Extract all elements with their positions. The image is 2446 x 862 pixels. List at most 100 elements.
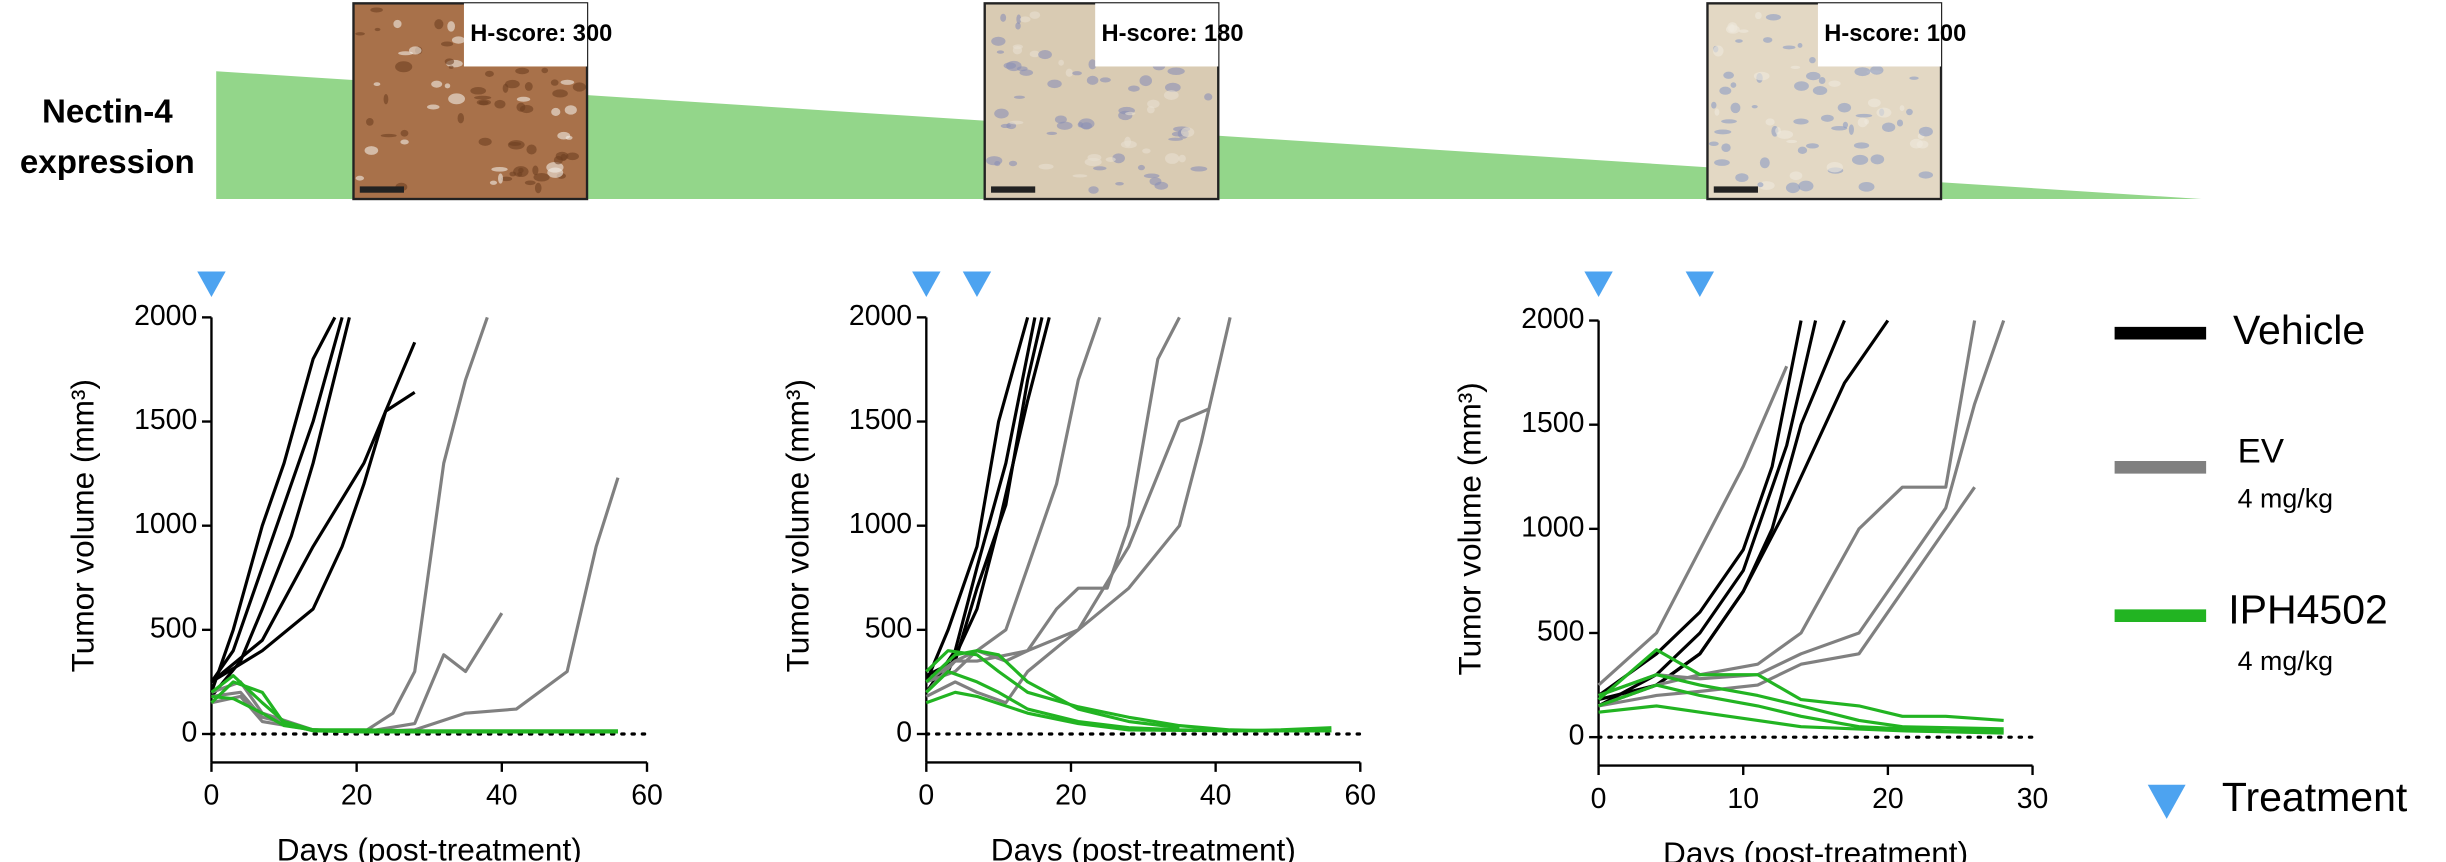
tumor-curve (926, 651, 1331, 731)
texture (1809, 57, 1816, 63)
texture (525, 82, 533, 91)
texture (445, 58, 454, 65)
x-tick-label: 20 (1055, 780, 1087, 812)
header-label: Nectin-4 (42, 94, 173, 131)
texture (1731, 103, 1741, 114)
tumor-curve (1599, 321, 1888, 700)
y-tick-label: 1500 (134, 404, 197, 436)
x-tick-label: 20 (341, 780, 373, 812)
scale-bar (991, 186, 1035, 192)
texture (365, 146, 379, 155)
texture (1140, 75, 1152, 86)
x-tick-label: 60 (1344, 780, 1376, 812)
tumor-curve (211, 696, 618, 730)
texture (1038, 50, 1052, 59)
header-label: expression (20, 144, 195, 181)
texture (1858, 117, 1868, 127)
texture (1723, 72, 1734, 79)
y-tick-label: 1000 (134, 508, 197, 540)
texture (1100, 77, 1111, 82)
texture (1754, 72, 1770, 81)
texture (1714, 159, 1730, 166)
y-tick-label: 500 (865, 612, 912, 644)
texture (1813, 86, 1827, 95)
texture (1791, 66, 1801, 69)
texture (1719, 87, 1731, 95)
texture (1128, 85, 1140, 91)
texture (525, 180, 536, 185)
texture (1790, 171, 1803, 180)
legend-note: 4 mg/kg (2238, 484, 2333, 514)
texture (1821, 115, 1834, 122)
scale-bar (360, 186, 404, 192)
y-tick-label: 0 (896, 716, 912, 748)
y-tick-label: 1500 (1521, 407, 1584, 439)
x-axis-label: Days (post-treatment) (991, 832, 1296, 862)
texture (1073, 174, 1088, 177)
texture (449, 66, 454, 69)
texture (479, 138, 492, 146)
texture (1798, 181, 1813, 192)
texture (1739, 29, 1749, 33)
texture (1760, 157, 1770, 168)
legend-label: IPH4502 (2228, 586, 2388, 632)
texture (1106, 157, 1116, 162)
y-axis-label: Tumor volume (mm³) (65, 379, 101, 672)
texture (1142, 148, 1150, 153)
texture (1793, 119, 1808, 125)
texture (1057, 122, 1073, 130)
tumor-curve (211, 392, 414, 682)
texture (554, 156, 563, 165)
texture (1014, 96, 1025, 99)
tumor-curve (1599, 487, 1975, 706)
texture (991, 37, 1005, 46)
texture (401, 130, 409, 137)
scale-bar (1714, 186, 1758, 192)
texture (452, 36, 465, 43)
treatment-marker (963, 271, 991, 297)
x-tick-label: 0 (918, 780, 934, 812)
texture (431, 81, 442, 88)
texture (448, 93, 465, 104)
texture (573, 82, 586, 91)
texture (458, 113, 464, 123)
texture (441, 41, 453, 46)
texture (1755, 12, 1762, 19)
texture (1868, 99, 1881, 108)
y-tick-label: 2000 (849, 300, 912, 332)
texture (1181, 127, 1194, 137)
tumor-curve (211, 317, 349, 696)
h-score: H-score: 100 (1824, 21, 1966, 47)
texture (1882, 122, 1895, 132)
texture (374, 82, 381, 86)
texture (1735, 39, 1743, 43)
texture (381, 134, 397, 137)
texture (1871, 154, 1885, 164)
texture (997, 50, 1004, 53)
tumor-curve (926, 317, 1035, 692)
y-tick-label: 2000 (134, 300, 197, 332)
texture (551, 79, 559, 85)
texture (526, 145, 536, 155)
texture (565, 105, 577, 114)
h-score: H-score: 180 (1101, 21, 1243, 47)
texture (1819, 77, 1826, 84)
texture (494, 100, 505, 109)
texture (1164, 90, 1179, 100)
tumor-curve (926, 317, 1027, 682)
x-tick-label: 30 (2017, 783, 2049, 815)
texture (1849, 124, 1854, 135)
x-tick-label: 0 (1591, 783, 1607, 815)
tumor-curve (1599, 321, 1801, 696)
texture (1087, 76, 1099, 85)
texture (1752, 105, 1758, 108)
texture (1066, 69, 1073, 77)
texture (1713, 46, 1724, 57)
texture (1806, 143, 1819, 148)
texture (470, 87, 486, 95)
texture (384, 94, 389, 104)
texture (427, 104, 439, 109)
texture (1179, 155, 1186, 163)
texture (1909, 76, 1918, 79)
treatment-marker (912, 271, 940, 297)
